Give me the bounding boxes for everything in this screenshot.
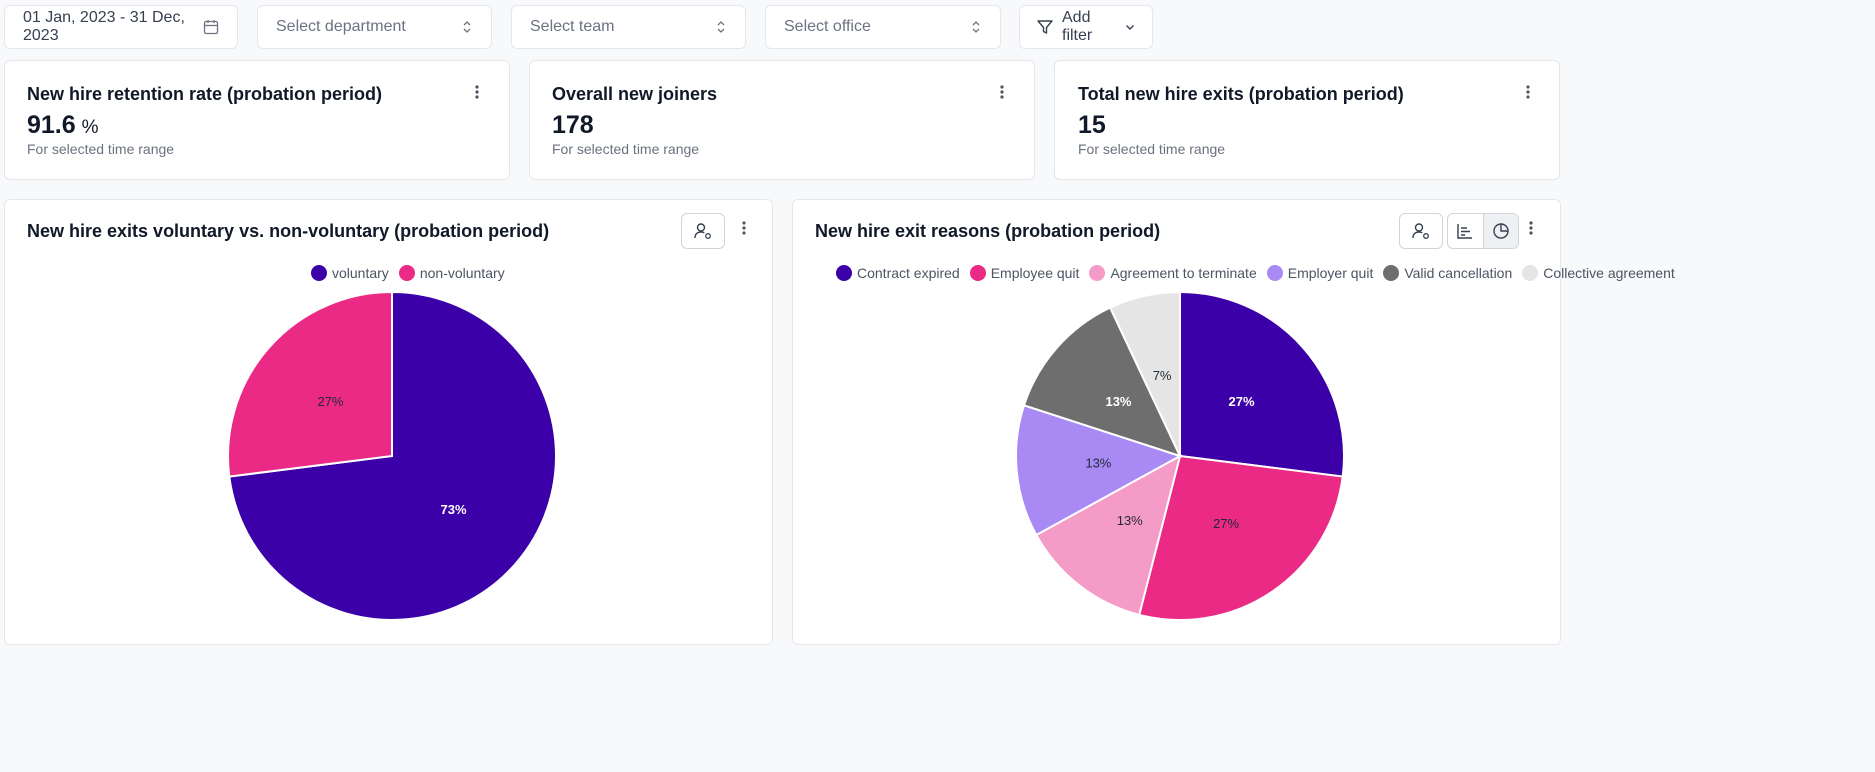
kpi-value: 91.6% [27,111,99,140]
pie-slice-collective-agreement[interactable] [1108,290,1181,457]
bar-chart-icon [1457,224,1473,239]
legend-item[interactable]: Collective agreement [1522,265,1675,281]
legend-swatch [311,265,327,281]
date-range-value: 01 Jan, 2023 - 31 Dec, 2023 [23,9,185,44]
legend-label: Valid cancellation [1404,265,1513,281]
legend-item[interactable]: Agreement to terminate [1089,265,1257,281]
kpi-value-number: 178 [552,111,594,139]
kpi-subtitle: For selected time range [27,141,175,157]
legend-swatch [1089,265,1106,281]
add-filter-label: Add filter [1062,9,1093,44]
kpi-value: 15 [1078,111,1106,140]
legend-swatch [1383,265,1400,281]
kpi-value-unit: % [81,117,99,138]
legend-swatch [969,265,986,281]
kpi-card-retention-rate [4,60,510,180]
user-settings-icon [694,223,711,239]
team-select[interactable]: Select team [511,5,746,49]
chart-legend: voluntary non-voluntary [311,265,505,281]
legend-label: Employee quit [990,265,1080,281]
employee-settings-button[interactable] [1399,213,1443,249]
pie-slice-label: 13% [1105,394,1131,409]
kpi-value-number: 91.6 [27,111,76,139]
select-chevron-icon [970,19,982,35]
select-chevron-icon [461,19,473,35]
legend-swatch [836,265,852,281]
pie-chart-toggle[interactable] [1482,214,1518,248]
user-settings-icon [1412,223,1429,239]
legend-swatch [398,265,415,281]
kebab-icon [1529,221,1533,235]
kpi-card-new-joiners [529,60,1035,180]
kpi-title: Overall new joiners [552,84,718,104]
kpi-title: New hire retention rate (probation perio… [27,84,383,104]
kpi-subtitle: For selected time range [1078,141,1226,157]
chart-type-toggle [1447,213,1519,249]
chart-legend: Contract expired Employee quit Agreement… [836,265,1675,281]
pie-slice-label: 73% [440,502,466,517]
pie-chart-voluntary: 73% 27% [227,290,557,621]
chart-title: New hire exits voluntary vs. non-volunta… [27,221,550,241]
office-select-placeholder: Select office [784,18,871,35]
pie-slice-contract-expired[interactable] [1179,290,1345,478]
calendar-icon [203,19,219,35]
chart-title: New hire exit reasons (probation period) [815,221,1161,241]
department-select[interactable]: Select department [257,5,492,49]
legend-item[interactable]: Employer quit [1266,265,1374,281]
kebab-icon [742,221,746,235]
kpi-menu-button[interactable] [992,80,1012,104]
legend-label: Agreement to terminate [1110,265,1257,281]
pie-slice-label: 13% [1117,513,1143,528]
pie-chart-exit-reasons: 27% 27% 13% 13% 13% 7% [1015,290,1345,621]
kpi-value-number: 15 [1078,111,1106,139]
pie-chart-icon [1493,223,1509,239]
employee-settings-button[interactable] [681,213,725,249]
kebab-icon [475,85,479,99]
legend-label: Contract expired [857,265,960,281]
pie-slice-label: 13% [1085,456,1111,471]
kpi-value: 178 [552,111,594,140]
legend-label: non-voluntary [419,265,505,281]
pie-slice-non-voluntary[interactable] [227,290,393,478]
pie-slice-label: 27% [317,394,343,409]
pie-slice-employee-quit[interactable] [1137,454,1344,621]
legend-item[interactable]: Contract expired [836,265,960,281]
chart-menu-button[interactable] [734,216,754,240]
legend-item[interactable]: non-voluntary [398,265,505,281]
legend-swatch [1266,265,1283,281]
pie-slice-employer-quit[interactable] [1015,404,1183,537]
kpi-subtitle: For selected time range [552,141,700,157]
pie-slice-label: 27% [1213,516,1239,531]
kpi-title: Total new hire exits (probation period) [1078,84,1404,104]
legend-label: Collective agreement [1543,265,1675,281]
bar-chart-toggle[interactable] [1448,214,1483,248]
legend-item[interactable]: Employee quit [969,265,1080,281]
pie-slice-label: 7% [1153,368,1172,383]
pie-slice-valid-cancellation[interactable] [1022,306,1182,458]
kpi-card-total-exits [1054,60,1560,180]
legend-label: Employer quit [1287,265,1374,281]
kpi-menu-button[interactable] [467,80,487,104]
kebab-icon [1000,85,1004,99]
filter-funnel-icon [1036,18,1054,36]
chart-menu-button[interactable] [1521,216,1541,240]
legend-item[interactable]: Valid cancellation [1383,265,1512,281]
team-select-placeholder: Select team [530,18,615,35]
legend-label: voluntary [332,265,389,281]
department-select-placeholder: Select department [276,18,406,35]
kpi-menu-button[interactable] [1518,80,1538,104]
office-select[interactable]: Select office [765,5,1001,49]
date-range-picker[interactable]: 01 Jan, 2023 - 31 Dec, 2023 [4,5,238,49]
pie-slice-agreement-to-terminate[interactable] [1034,454,1182,617]
kebab-icon [1526,85,1530,99]
select-chevron-icon [715,19,727,35]
legend-swatch [1522,265,1539,281]
pie-slice-label: 27% [1228,394,1254,409]
legend-item[interactable]: voluntary [311,265,389,281]
chevron-down-icon [1124,21,1136,33]
add-filter-button[interactable]: Add filter [1019,5,1153,49]
